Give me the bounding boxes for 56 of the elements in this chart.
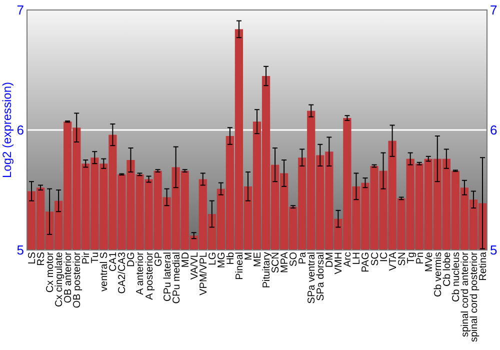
x-tick-label: M xyxy=(243,252,254,260)
x-tick-label: LS xyxy=(27,252,38,264)
x-tick-label: Pineal xyxy=(234,252,246,280)
x-tick-label: SO xyxy=(288,252,300,266)
x-tick-label: Pn xyxy=(414,252,426,264)
x-tick-label: GP xyxy=(153,252,164,266)
x-tick-label: SPa dorsal xyxy=(316,252,327,301)
x-tick-label: spinal cord anterior xyxy=(460,251,471,338)
x-tick-label: MVe xyxy=(424,252,435,272)
x-tick-label: DM xyxy=(324,252,336,268)
x-tick-label: Cb nucleus xyxy=(450,252,462,302)
x-tick-label: OB anterior xyxy=(63,251,74,304)
x-tick-label: VTA xyxy=(388,252,399,271)
y2-tick-label: 5 xyxy=(490,242,498,258)
x-tick-label: Hb xyxy=(225,252,236,265)
x-tick-label: LH xyxy=(352,252,363,265)
x-tick-label: Tg xyxy=(406,252,417,264)
x-tick-label: spinal cord posterior xyxy=(468,251,480,342)
x-tick-label: MG xyxy=(216,252,228,268)
x-tick-label: CPu medial xyxy=(171,252,182,304)
x-tick-label: VPM/VPL xyxy=(198,252,210,296)
x-tick-label: CA2/CA3 xyxy=(117,252,128,294)
x-tick-label: DG xyxy=(126,252,138,267)
x-tick-label: Pituitary xyxy=(262,252,273,288)
y-tick-label: 5 xyxy=(16,242,24,258)
x-tick-label: A posterior xyxy=(144,251,156,300)
x-tick-label: MPA xyxy=(280,252,291,273)
x-tick-label: PAG xyxy=(360,252,372,272)
y-tick-label: 6 xyxy=(16,122,24,138)
x-tick-label: OB posterior xyxy=(72,251,84,308)
x-tick-label: Pa xyxy=(298,252,309,264)
y2-tick-label: 6 xyxy=(490,122,498,138)
x-tick-label: A anterior xyxy=(135,251,146,295)
x-tick-label: IC xyxy=(378,252,390,262)
x-tick-label: Arc xyxy=(342,252,354,267)
x-tick-label: RS xyxy=(36,252,48,266)
y-axis-title: Log2 (expression) xyxy=(0,82,14,178)
x-tick-label: VA/VL xyxy=(189,252,200,280)
x-tick-label: Cb lobe xyxy=(442,252,453,286)
x-tick-label: VMH xyxy=(334,252,345,274)
y-tick-label: 7 xyxy=(16,2,24,18)
x-tick-label: Retina xyxy=(478,252,489,281)
x-tick-label: Cb vermis xyxy=(432,252,444,298)
x-tick-label: LG xyxy=(207,252,218,266)
x-tick-label: CA1 xyxy=(108,252,120,272)
x-tick-label: Cx cingulate xyxy=(54,252,66,308)
x-tick-label: ME xyxy=(252,252,264,267)
x-tick-label: SCN xyxy=(270,252,282,274)
x-tick-label: Tu xyxy=(90,252,102,264)
x-tick-label: CPu lateral xyxy=(162,252,174,302)
x-tick-label: SC xyxy=(370,252,381,266)
x-tick-label: SN xyxy=(396,252,408,266)
x-tick-label: MD xyxy=(180,252,192,268)
x-tick-label: Pir xyxy=(81,251,92,264)
y2-tick-label: 7 xyxy=(490,2,498,18)
x-tick-label: ventral S xyxy=(99,252,110,292)
